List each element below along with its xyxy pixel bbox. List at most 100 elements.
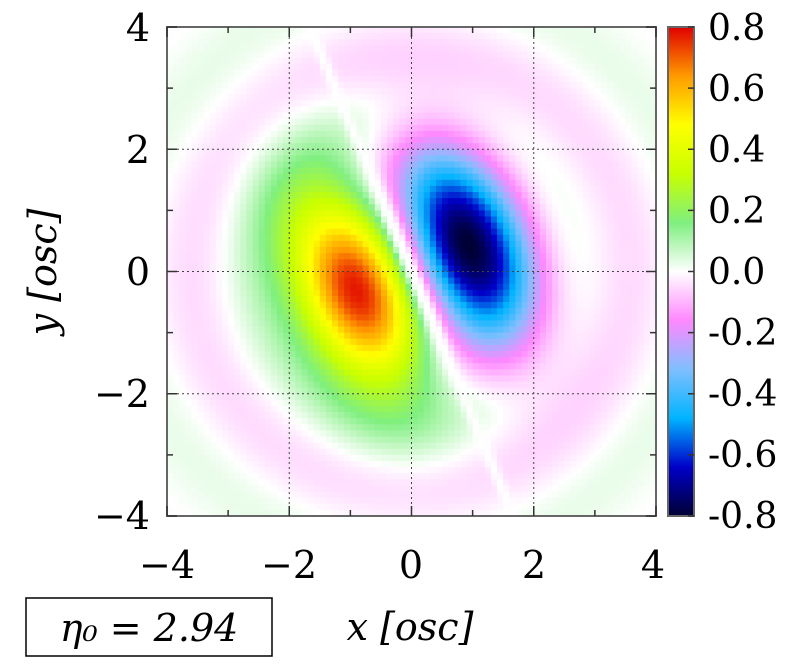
heatmap-cell xyxy=(234,289,241,297)
heatmap-cell xyxy=(521,192,529,199)
heatmap-cell xyxy=(307,265,315,273)
heatmap-cell xyxy=(362,63,370,71)
heatmap-cell xyxy=(411,198,419,205)
heatmap-cell xyxy=(319,405,327,413)
heatmap-cell xyxy=(270,137,278,144)
heatmap-cell xyxy=(497,393,504,401)
heatmap-cell xyxy=(497,130,504,138)
heatmap-cell xyxy=(289,393,296,401)
heatmap-cell xyxy=(442,418,449,425)
heatmap-cell xyxy=(319,302,327,309)
heatmap-cell xyxy=(240,82,248,89)
heatmap-cell xyxy=(283,332,290,340)
heatmap-cell xyxy=(417,479,425,487)
heatmap-cell xyxy=(472,57,480,65)
heatmap-cell xyxy=(338,326,345,334)
heatmap-cell xyxy=(173,363,180,370)
heatmap-cell xyxy=(313,210,321,218)
heatmap-cell xyxy=(539,277,547,285)
heatmap-cell xyxy=(460,350,468,358)
heatmap-cell xyxy=(252,277,260,285)
heatmap-cell xyxy=(197,27,205,34)
heatmap-cell xyxy=(362,192,370,199)
heatmap-cell xyxy=(442,45,449,53)
heatmap-cell xyxy=(197,308,205,315)
heatmap-cell xyxy=(484,473,492,480)
heatmap-cell xyxy=(362,295,370,303)
heatmap-cell xyxy=(405,51,413,59)
heatmap-cell xyxy=(368,185,376,193)
heatmap-cell xyxy=(442,155,449,163)
heatmap-cell xyxy=(185,271,193,279)
heatmap-cell xyxy=(533,94,541,101)
heatmap-cell xyxy=(325,460,333,468)
heatmap-cell xyxy=(319,393,327,401)
heatmap-cell xyxy=(319,82,327,89)
heatmap-cell xyxy=(515,210,523,218)
heatmap-cell xyxy=(417,467,425,474)
heatmap-cell xyxy=(515,259,523,266)
heatmap-cell xyxy=(332,167,339,175)
heatmap-cell xyxy=(466,210,474,218)
heatmap-cell xyxy=(191,143,199,150)
heatmap-cell xyxy=(301,75,309,83)
heatmap-cell xyxy=(356,485,364,493)
heatmap-cell xyxy=(307,75,315,83)
heatmap-cell xyxy=(460,137,468,144)
heatmap-cell xyxy=(484,424,492,432)
heatmap-cell xyxy=(344,45,351,53)
heatmap-cell xyxy=(368,155,376,163)
heatmap-cell xyxy=(307,240,315,248)
heatmap-cell xyxy=(399,357,406,364)
heatmap-cell xyxy=(423,179,431,187)
heatmap-cell xyxy=(258,460,266,468)
heatmap-cell xyxy=(503,185,510,193)
heatmap-cell xyxy=(240,112,248,120)
heatmap-cell xyxy=(472,88,480,95)
heatmap-cell xyxy=(295,51,303,59)
heatmap-cell xyxy=(490,228,498,236)
heatmap-cell xyxy=(435,57,443,65)
heatmap-cell xyxy=(356,436,364,444)
heatmap-cell xyxy=(179,185,186,193)
heatmap-cell xyxy=(295,198,303,205)
heatmap-cell xyxy=(344,247,351,254)
heatmap-cell xyxy=(460,51,468,59)
heatmap-cell xyxy=(277,234,284,242)
heatmap-cell xyxy=(338,485,345,493)
heatmap-cell xyxy=(442,149,449,156)
heatmap-cell xyxy=(228,216,235,224)
heatmap-cell xyxy=(301,259,309,266)
heatmap-cell xyxy=(215,412,223,419)
heatmap-cell xyxy=(167,503,174,511)
heatmap-cell xyxy=(289,344,296,352)
heatmap-cell xyxy=(368,112,376,120)
heatmap-cell xyxy=(252,69,260,77)
heatmap-cell xyxy=(173,57,180,65)
heatmap-cell xyxy=(454,198,461,205)
heatmap-cell xyxy=(319,424,327,432)
heatmap-cell xyxy=(344,69,351,77)
heatmap-cell xyxy=(313,27,321,34)
heatmap-cell xyxy=(533,302,541,309)
heatmap-cell xyxy=(362,314,370,321)
heatmap-cell xyxy=(325,75,333,83)
heatmap-cell xyxy=(527,100,535,108)
heatmap-cell xyxy=(277,302,284,309)
heatmap-cell xyxy=(393,338,400,346)
heatmap-cell xyxy=(319,210,327,218)
heatmap-cell xyxy=(307,454,315,462)
heatmap-cell xyxy=(454,137,461,144)
heatmap-cell xyxy=(270,436,278,444)
heatmap-cell xyxy=(380,424,388,432)
heatmap-cell xyxy=(319,112,327,120)
heatmap-cell xyxy=(490,503,498,511)
heatmap-cell xyxy=(264,143,272,150)
heatmap-cell xyxy=(197,375,205,383)
heatmap-cell xyxy=(173,106,180,114)
heatmap-cell xyxy=(399,283,406,291)
heatmap-cell xyxy=(289,350,296,358)
heatmap-cell xyxy=(484,497,492,505)
heatmap-cell xyxy=(215,118,223,126)
heatmap-cell xyxy=(515,381,523,389)
